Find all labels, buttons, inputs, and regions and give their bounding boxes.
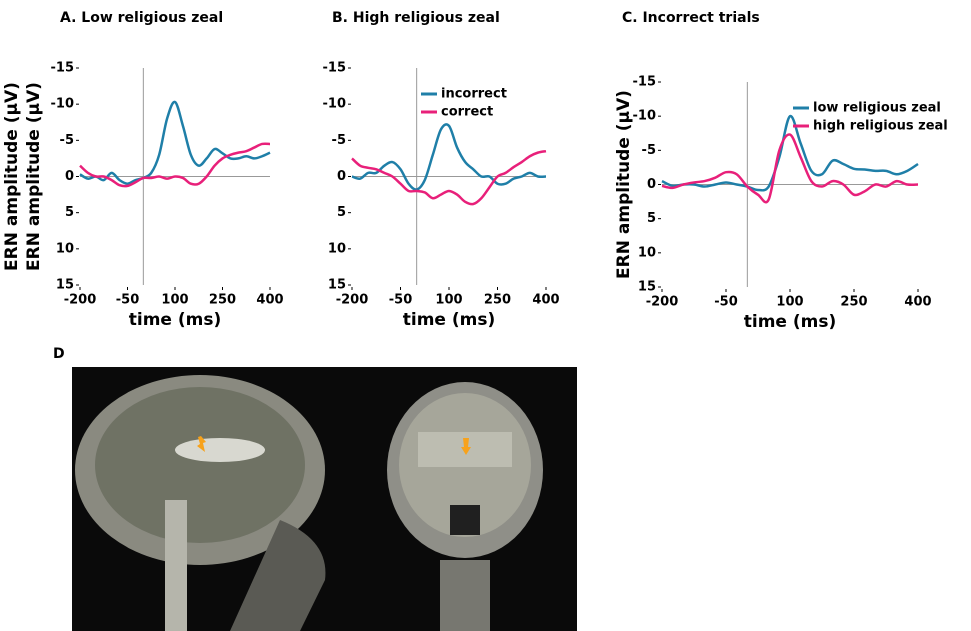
legend-label: high religious zeal — [813, 119, 948, 134]
legend-label: low religious zeal — [813, 101, 941, 116]
x-tick-label: -50 — [116, 293, 140, 308]
x-tick-label: 250 — [209, 293, 236, 308]
y-tick-label: 10 — [328, 241, 346, 256]
x-tick-label: 400 — [256, 293, 283, 308]
x-tick-label: -200 — [646, 295, 679, 310]
chart-title: A. Low religious zeal — [60, 10, 223, 26]
y-tick-label: -5 — [332, 133, 346, 148]
x-tick-label: 400 — [904, 295, 931, 310]
y-axis-label: ERN amplitude (μV) — [2, 82, 22, 271]
x-tick-label: 250 — [484, 293, 511, 308]
neck — [440, 560, 490, 631]
chart-title: B. High religious zeal — [332, 10, 500, 26]
x-tick-label: 100 — [776, 295, 803, 310]
figure: D A. Low religious zeal ERN amplitude (μV… — [0, 0, 971, 631]
corpus-callosum — [175, 438, 265, 462]
x-tick-label: -200 — [64, 293, 97, 308]
y-axis-label: ERN amplitude (μV) — [614, 90, 634, 279]
y-tick-label: -15 — [51, 61, 75, 76]
mri-image — [72, 367, 577, 631]
panel-label: D — [53, 346, 65, 362]
y-tick-label: 5 — [65, 205, 74, 220]
y-tick-label: 15 — [56, 278, 74, 293]
y-tick-label: 15 — [638, 280, 656, 295]
y-tick-label: -5 — [60, 133, 74, 148]
x-axis-label: time (ms) — [403, 310, 496, 330]
sagittal-brain — [95, 387, 305, 543]
y-tick-label: 10 — [638, 245, 656, 260]
x-tick-label: 250 — [840, 295, 867, 310]
legend-label: incorrect — [441, 87, 507, 102]
y-tick-label: 0 — [647, 177, 656, 192]
y-tick-label: 5 — [337, 205, 346, 220]
ventricle — [450, 505, 480, 535]
y-tick-label: -5 — [642, 143, 656, 158]
data-line — [662, 134, 918, 202]
x-axis-label: time (ms) — [129, 310, 222, 330]
data-line — [352, 124, 546, 189]
x-tick-label: -50 — [714, 295, 738, 310]
y-tick-label: 10 — [56, 241, 74, 256]
y-tick-label: -15 — [323, 61, 347, 76]
y-tick-label: 15 — [328, 278, 346, 293]
data-line — [80, 102, 270, 184]
x-tick-label: -50 — [389, 293, 413, 308]
x-tick-label: 100 — [161, 293, 188, 308]
data-line — [80, 144, 270, 186]
y-tick-label: 0 — [65, 169, 74, 184]
legend-label: correct — [441, 105, 493, 120]
y-tick-label: 5 — [647, 211, 656, 226]
x-axis-label: time (ms) — [744, 312, 837, 332]
y-axis-label: ERN amplitude (μV) — [24, 82, 44, 271]
y-tick-label: -15 — [633, 75, 657, 90]
x-tick-label: -200 — [336, 293, 369, 308]
brainstem — [165, 500, 187, 631]
y-tick-label: -10 — [323, 97, 347, 112]
chart-title: C. Incorrect trials — [622, 10, 760, 26]
y-tick-label: 0 — [337, 169, 346, 184]
y-tick-label: -10 — [633, 109, 657, 124]
x-tick-label: 400 — [532, 293, 559, 308]
x-tick-label: 100 — [435, 293, 462, 308]
y-tick-label: -10 — [51, 97, 75, 112]
